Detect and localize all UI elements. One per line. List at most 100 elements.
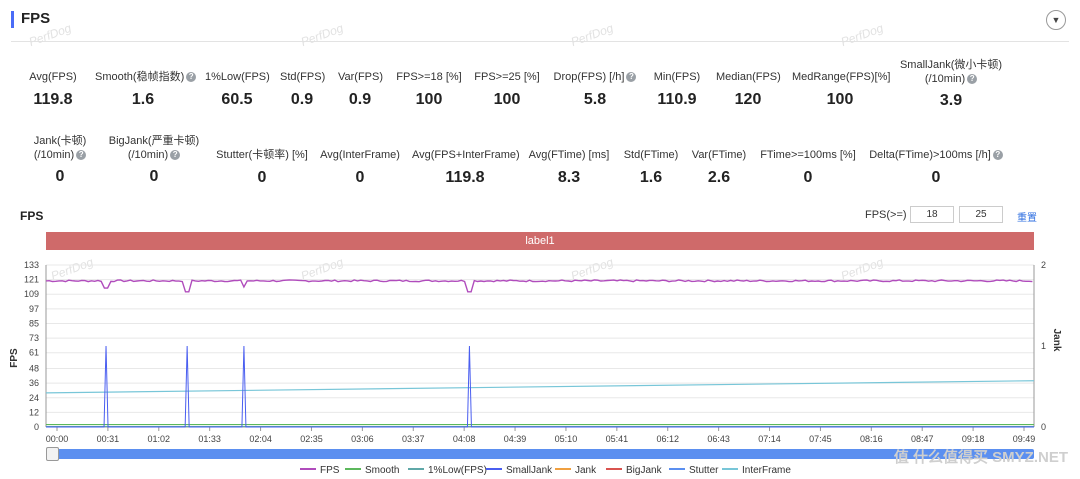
- stat-value: 0: [55, 168, 65, 185]
- stat-value: 8.3: [557, 169, 581, 186]
- x-tick-label: 03:37: [402, 434, 425, 444]
- stat-label: Min(FPS): [653, 71, 701, 83]
- stat-min-fps: Min(FPS) 110.9: [650, 70, 704, 109]
- legend-item[interactable]: InterFrame: [722, 465, 791, 476]
- stat-value: 1.6: [131, 91, 155, 108]
- help-icon[interactable]: ?: [992, 150, 1003, 161]
- stat-value: 5.8: [583, 91, 607, 108]
- x-tick-label: 08:47: [911, 434, 934, 444]
- stat-medrange-fps: MedRange(FPS)[%] 100: [792, 70, 891, 109]
- y-tick-label: 73: [29, 333, 39, 343]
- stat-value: 100: [826, 91, 854, 108]
- y2-tick-label: 1: [1041, 341, 1046, 351]
- stat-drop-fps: Drop(FPS) [/h]? 5.8: [552, 70, 638, 109]
- fps-threshold-input-1[interactable]: [910, 206, 954, 223]
- legend-label: InterFrame: [742, 465, 791, 476]
- stat-var-ftime: Var(FTime) 2.6: [690, 148, 748, 187]
- help-icon[interactable]: ?: [626, 72, 637, 83]
- stat-value: 0: [803, 169, 813, 186]
- stat-smooth: Smooth(稳帧指数)? 1.6: [95, 70, 197, 109]
- x-tick-label: 04:39: [504, 434, 527, 444]
- x-tick-label: 02:35: [300, 434, 323, 444]
- stat-value: 0.9: [348, 91, 372, 108]
- x-tick-label: 04:08: [453, 434, 476, 444]
- stat-value: 1.6: [639, 169, 663, 186]
- stat-std-fps: Std(FPS) 0.9: [280, 70, 326, 109]
- stat-value: 120: [734, 91, 762, 108]
- x-tick-label: 07:14: [758, 434, 781, 444]
- stat-label: BigJank(严重卡顿): [108, 135, 200, 147]
- fps-threshold-input-2[interactable]: [959, 206, 1003, 223]
- stat-value: 60.5: [221, 91, 253, 108]
- help-icon[interactable]: ?: [186, 72, 197, 83]
- reset-button[interactable]: 重置: [1017, 213, 1037, 224]
- stat-label: Std(FTime): [623, 149, 679, 161]
- header-divider: [11, 41, 1069, 42]
- y-tick-label: 85: [29, 318, 39, 328]
- legend-label: Jank: [575, 465, 597, 476]
- stat-avg-interframe: Avg(InterFrame) 0: [318, 148, 402, 187]
- stat-avg-fps-interframe: Avg(FPS+InterFrame) 119.8: [412, 148, 520, 187]
- stat-label: Std(FPS): [280, 71, 326, 83]
- help-icon[interactable]: ?: [170, 150, 181, 161]
- fps-line: [45, 279, 1033, 293]
- stat-value: 0: [355, 169, 365, 186]
- legend-item[interactable]: BigJank: [606, 465, 662, 476]
- stat-std-ftime: Std(FTime) 1.6: [622, 148, 680, 187]
- panel-title: FPS: [21, 10, 51, 27]
- y2-tick-label: 2: [1041, 260, 1046, 270]
- legend-swatch: [345, 468, 361, 471]
- chart-grid: [45, 264, 1035, 431]
- x-tick-label: 06:12: [656, 434, 679, 444]
- time-range-scrollbar[interactable]: [46, 449, 1034, 459]
- legend-item[interactable]: Jank: [555, 465, 596, 476]
- stat-1pct-low: 1%Low(FPS) 60.5: [205, 70, 270, 109]
- help-icon[interactable]: ?: [967, 74, 978, 85]
- stat-ftime-ge-100: FTime>=100ms [%] 0: [760, 148, 856, 187]
- stat-jank: Jank(卡顿) (/10min)? 0: [20, 134, 100, 186]
- legend-item[interactable]: SmallJank: [486, 465, 552, 476]
- x-tick-label: 01:02: [148, 434, 171, 444]
- legend-label: SmallJank: [506, 465, 553, 476]
- stat-value: 0: [257, 169, 267, 186]
- stat-label: Avg(FPS): [29, 71, 77, 83]
- stat-value: 2.6: [707, 169, 731, 186]
- fps-threshold-label: FPS(>=): [865, 209, 907, 221]
- legend-item[interactable]: Stutter: [669, 465, 718, 476]
- legend-label: 1%Low(FPS): [428, 465, 487, 476]
- smalljank-line: [46, 345, 1034, 428]
- stat-label: FTime>=100ms [%]: [760, 149, 856, 161]
- stat-label: Smooth(稳帧指数): [95, 71, 185, 83]
- scrollbar-handle[interactable]: [46, 447, 59, 461]
- y-tick-label: 36: [29, 378, 39, 388]
- legend-swatch: [408, 468, 424, 471]
- stat-fps-ge-18: FPS>=18 [%] 100: [396, 70, 462, 109]
- label-band[interactable]: label1: [46, 232, 1034, 250]
- stat-small-jank: SmallJank(微小卡顿) (/10min)? 3.9: [896, 58, 1006, 110]
- legend-swatch: [300, 468, 316, 471]
- x-tick-label: 05:10: [555, 434, 578, 444]
- chart-title: FPS: [20, 209, 44, 223]
- stat-label: FPS>=25 [%]: [474, 71, 540, 83]
- y-tick-label: 109: [24, 289, 39, 299]
- stat-label: MedRange(FPS)[%]: [792, 71, 891, 83]
- y-tick-label: 133: [24, 260, 39, 270]
- help-icon[interactable]: ?: [76, 150, 87, 161]
- stat-delta-ftime: Delta(FTime)>100ms [/h]? 0: [868, 148, 1004, 187]
- x-tick-label: 03:06: [351, 434, 374, 444]
- legend-swatch: [669, 468, 685, 471]
- site-watermark: 值 什么值得买 SMYZ.NET: [893, 449, 1068, 466]
- stat-label: Var(FTime): [691, 149, 747, 161]
- y-tick-label: 61: [29, 348, 39, 358]
- legend-item[interactable]: 1%Low(FPS): [408, 465, 487, 476]
- legend-swatch: [486, 468, 502, 471]
- x-tick-label: 02:04: [249, 434, 272, 444]
- y-axis-labels: 0 12 24 36 48 61 73 85 97 109 121 133: [24, 260, 39, 432]
- legend-item[interactable]: Smooth: [345, 465, 399, 476]
- legend-item[interactable]: FPS: [300, 465, 339, 476]
- y2-axis-title: Jank: [1051, 329, 1062, 352]
- legend-label: Smooth: [365, 465, 400, 476]
- stat-label: 1%Low(FPS): [205, 71, 270, 83]
- collapse-toggle-icon[interactable]: ▼: [1046, 10, 1066, 30]
